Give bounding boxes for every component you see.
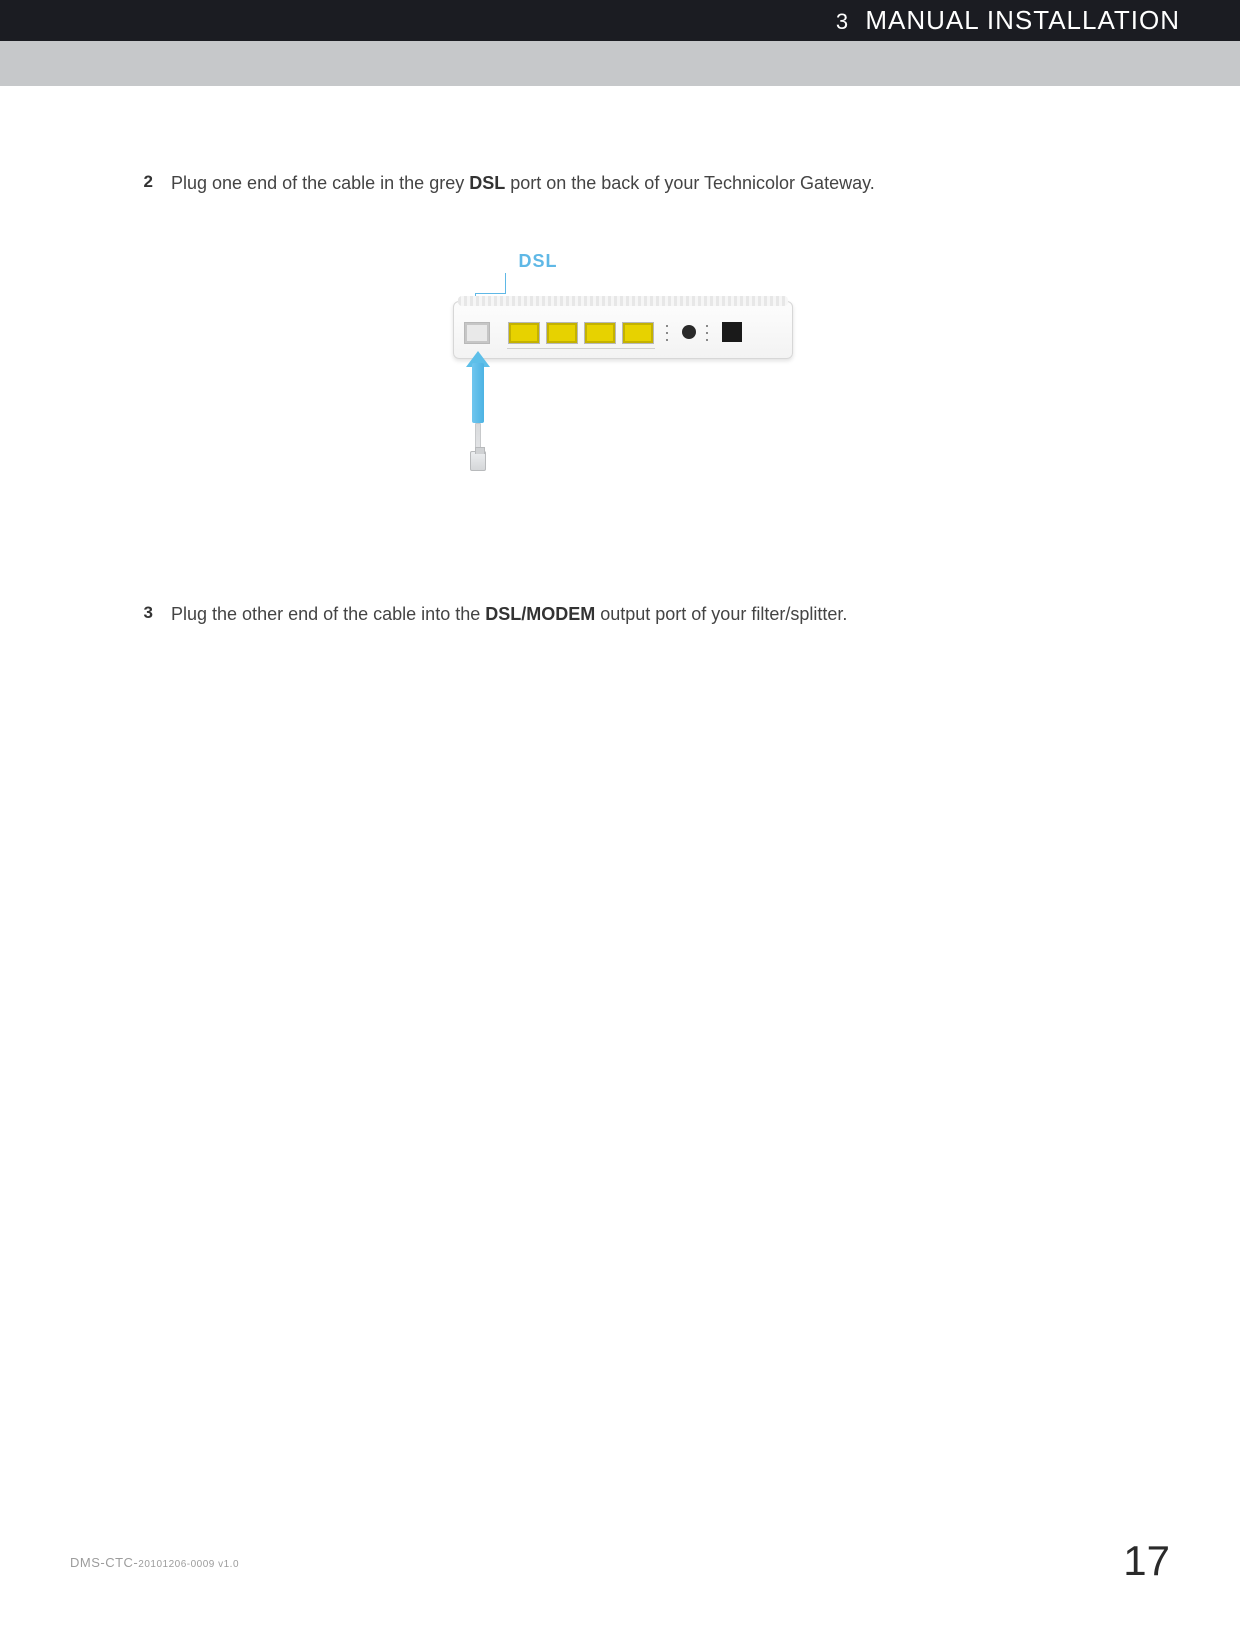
rj11-plug-icon xyxy=(470,451,486,471)
step-text: Plug one end of the cable in the grey DS… xyxy=(171,170,875,196)
cable-icon xyxy=(472,363,484,423)
illustration-wrap: DSL xyxy=(135,251,1110,491)
ethernet-port-icon xyxy=(546,322,578,344)
step-text: Plug the other end of the cable into the… xyxy=(171,601,847,627)
document-page: 3 MANUAL INSTALLATION 2 Plug one end of … xyxy=(0,0,1240,1625)
tab-block xyxy=(720,72,855,86)
dsl-port-icon xyxy=(464,322,490,344)
chapter-number: 3 xyxy=(836,9,849,34)
indicator-dots-icon xyxy=(666,325,668,327)
reset-button-icon xyxy=(682,325,696,339)
callout-line xyxy=(505,273,506,293)
step-2: 2 Plug one end of the cable in the grey … xyxy=(135,170,1110,196)
power-jack-icon xyxy=(722,322,742,342)
ethernet-port-icon xyxy=(584,322,616,344)
dsl-label: DSL xyxy=(519,251,558,272)
ethernet-port-icon xyxy=(622,322,654,344)
chapter-name: MANUAL INSTALLATION xyxy=(865,5,1180,35)
step-number: 2 xyxy=(135,170,153,196)
indicator-dots-icon xyxy=(706,325,708,327)
gateway-illustration: DSL xyxy=(453,251,793,491)
tab-block xyxy=(550,72,685,86)
gateway-device xyxy=(453,301,793,359)
header-bar: 3 MANUAL INSTALLATION xyxy=(0,0,1240,41)
step-3: 3 Plug the other end of the cable into t… xyxy=(135,601,1110,627)
footer-doc-id: DMS-CTC-20101206-0009 v1.0 xyxy=(70,1555,239,1570)
tab-block xyxy=(170,72,305,86)
callout-line xyxy=(475,293,506,294)
tab-row xyxy=(0,86,1240,100)
tab-block xyxy=(870,72,1005,86)
chapter-title: 3 MANUAL INSTALLATION xyxy=(836,5,1180,36)
ethernet-port-icon xyxy=(508,322,540,344)
port-group-line xyxy=(507,348,655,349)
tab-block xyxy=(345,72,480,86)
page-number: 17 xyxy=(1123,1537,1170,1585)
step-number: 3 xyxy=(135,601,153,627)
content-area: 2 Plug one end of the cable in the grey … xyxy=(0,100,1240,627)
